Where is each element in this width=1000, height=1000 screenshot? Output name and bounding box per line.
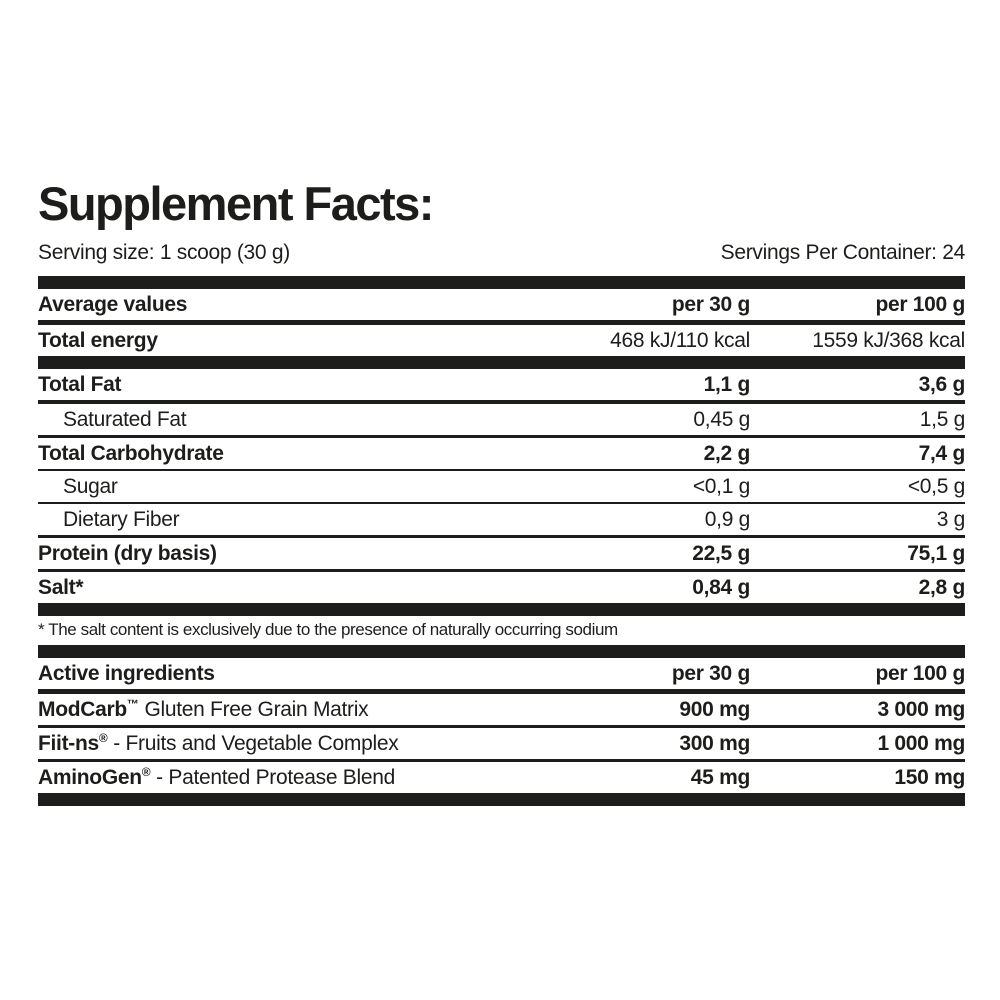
serving-size-text: Serving size: 1 scoop (30 g) [38, 241, 290, 264]
nutrient-label: Protein (dry basis) [38, 542, 217, 565]
nutrient-label: Saturated Fat [63, 408, 187, 431]
trademark-symbol: ™ [126, 697, 139, 711]
separator-line [38, 689, 965, 694]
ingredient-description: - Patented Protease Blend [150, 766, 395, 789]
value-per-30g: 300 mg [679, 732, 750, 755]
nutrient-label: Dietary Fiber [63, 508, 180, 531]
separator-line [38, 400, 965, 404]
value-per-30g: 2,2 g [703, 442, 751, 465]
value-per-100g: 2,8 g [918, 576, 966, 599]
separator-line [38, 535, 965, 538]
separator-line [38, 469, 965, 471]
active-header-per-100g: per 100 g [875, 662, 965, 685]
value-per-100g: 3 g [936, 508, 966, 531]
nutrition-row: Total Fat 1,1 g 3,6 g [38, 369, 965, 400]
nutrition-header-per-100g: per 100 g [875, 293, 965, 316]
nutrition-row: Saturated Fat 0,45 g 1,5 g [38, 404, 965, 435]
ingredient-description: Gluten Free Grain Matrix [138, 698, 369, 721]
salt-footnote: * The salt content is exclusively due to… [38, 620, 618, 639]
nutrition-row: Sugar <0,1 g <0,5 g [38, 471, 965, 502]
separator-bar-active [38, 645, 965, 658]
trademark-symbol: ® [141, 765, 151, 779]
value-per-30g: 900 mg [679, 698, 750, 721]
value-per-100g: 7,4 g [918, 442, 966, 465]
separator-line [38, 320, 965, 325]
value-per-100g: 1559 kJ/368 kcal [812, 329, 965, 352]
trademark-symbol: ® [98, 731, 108, 745]
nutrition-row: Dietary Fiber 0,9 g 3 g [38, 504, 965, 535]
separator-line [38, 759, 965, 762]
value-per-100g: 1 000 mg [877, 732, 966, 755]
value-per-30g: <0,1 g [692, 475, 750, 498]
nutrition-row: Total Carbohydrate 2,2 g 7,4 g [38, 438, 965, 469]
active-table-body: ModCarb™ Gluten Free Grain Matrix 900 mg… [38, 694, 965, 806]
nutrition-row: Salt* 0,84 g 2,8 g [38, 572, 965, 603]
nutrition-row: Protein (dry basis) 22,5 g 75,1 g [38, 538, 965, 569]
nutrition-table-body: Total energy 468 kJ/110 kcal 1559 kJ/368… [38, 325, 965, 616]
value-per-30g: 0,9 g [704, 508, 751, 531]
value-per-30g: 0,84 g [692, 576, 750, 599]
nutrient-label: Total Carbohydrate [38, 442, 224, 465]
value-per-100g: 150 mg [894, 766, 965, 789]
nutrient-label: Salt* [38, 576, 84, 599]
ingredient-brand: Fiit-ns [38, 732, 99, 755]
value-per-100g: 3 000 mg [877, 698, 966, 721]
serving-info-row: Serving size: 1 scoop (30 g) Servings Pe… [38, 241, 965, 265]
separator-bar [38, 793, 965, 806]
separator-line [38, 725, 965, 728]
servings-per-container-text: Servings Per Container: 24 [720, 241, 966, 264]
ingredient-label: Fiit-ns® - Fruits and Vegetable Complex [38, 732, 570, 756]
nutrition-header-per-30g: per 30 g [671, 293, 750, 316]
supplement-facts-label: Supplement Facts: Serving size: 1 scoop … [38, 180, 965, 806]
separator-bar-top [38, 276, 965, 289]
value-per-30g: 45 mg [690, 766, 751, 789]
value-per-100g: 3,6 g [918, 373, 966, 396]
active-ingredient-row: ModCarb™ Gluten Free Grain Matrix 900 mg… [38, 694, 965, 725]
separator-line [38, 435, 965, 438]
nutrient-label: Total energy [38, 329, 158, 352]
ingredient-brand: ModCarb [38, 698, 127, 721]
separator-bar [38, 603, 965, 616]
value-per-30g: 468 kJ/110 kcal [610, 329, 750, 352]
value-per-30g: 1,1 g [703, 373, 751, 396]
ingredient-brand: AminoGen [38, 766, 142, 789]
ingredient-label: AminoGen® - Patented Protease Blend [38, 766, 570, 790]
nutrition-table-header: Average values per 30 g per 100 g [38, 289, 965, 320]
active-header-label: Active ingredients [38, 662, 215, 685]
separator-line [38, 569, 965, 572]
active-header-per-30g: per 30 g [671, 662, 750, 685]
active-ingredient-row: AminoGen® - Patented Protease Blend 45 m… [38, 762, 965, 793]
value-per-100g: 1,5 g [919, 408, 966, 431]
value-per-30g: 22,5 g [692, 542, 750, 565]
separator-bar [38, 356, 965, 369]
ingredient-label: ModCarb™ Gluten Free Grain Matrix [38, 698, 570, 722]
value-per-30g: 0,45 g [693, 408, 750, 431]
label-title: Supplement Facts: [38, 177, 434, 230]
value-per-100g: <0,5 g [907, 475, 965, 498]
nutrient-label: Sugar [63, 475, 118, 498]
separator-line [38, 502, 965, 504]
active-ingredient-row: Fiit-ns® - Fruits and Vegetable Complex … [38, 728, 965, 759]
ingredient-description: - Fruits and Vegetable Complex [107, 732, 399, 755]
nutrition-header-label: Average values [38, 293, 188, 316]
nutrition-row: Total energy 468 kJ/110 kcal 1559 kJ/368… [38, 325, 965, 356]
value-per-100g: 75,1 g [907, 542, 965, 565]
nutrient-label: Total Fat [38, 373, 122, 396]
active-table-header: Active ingredients per 30 g per 100 g [38, 658, 965, 689]
